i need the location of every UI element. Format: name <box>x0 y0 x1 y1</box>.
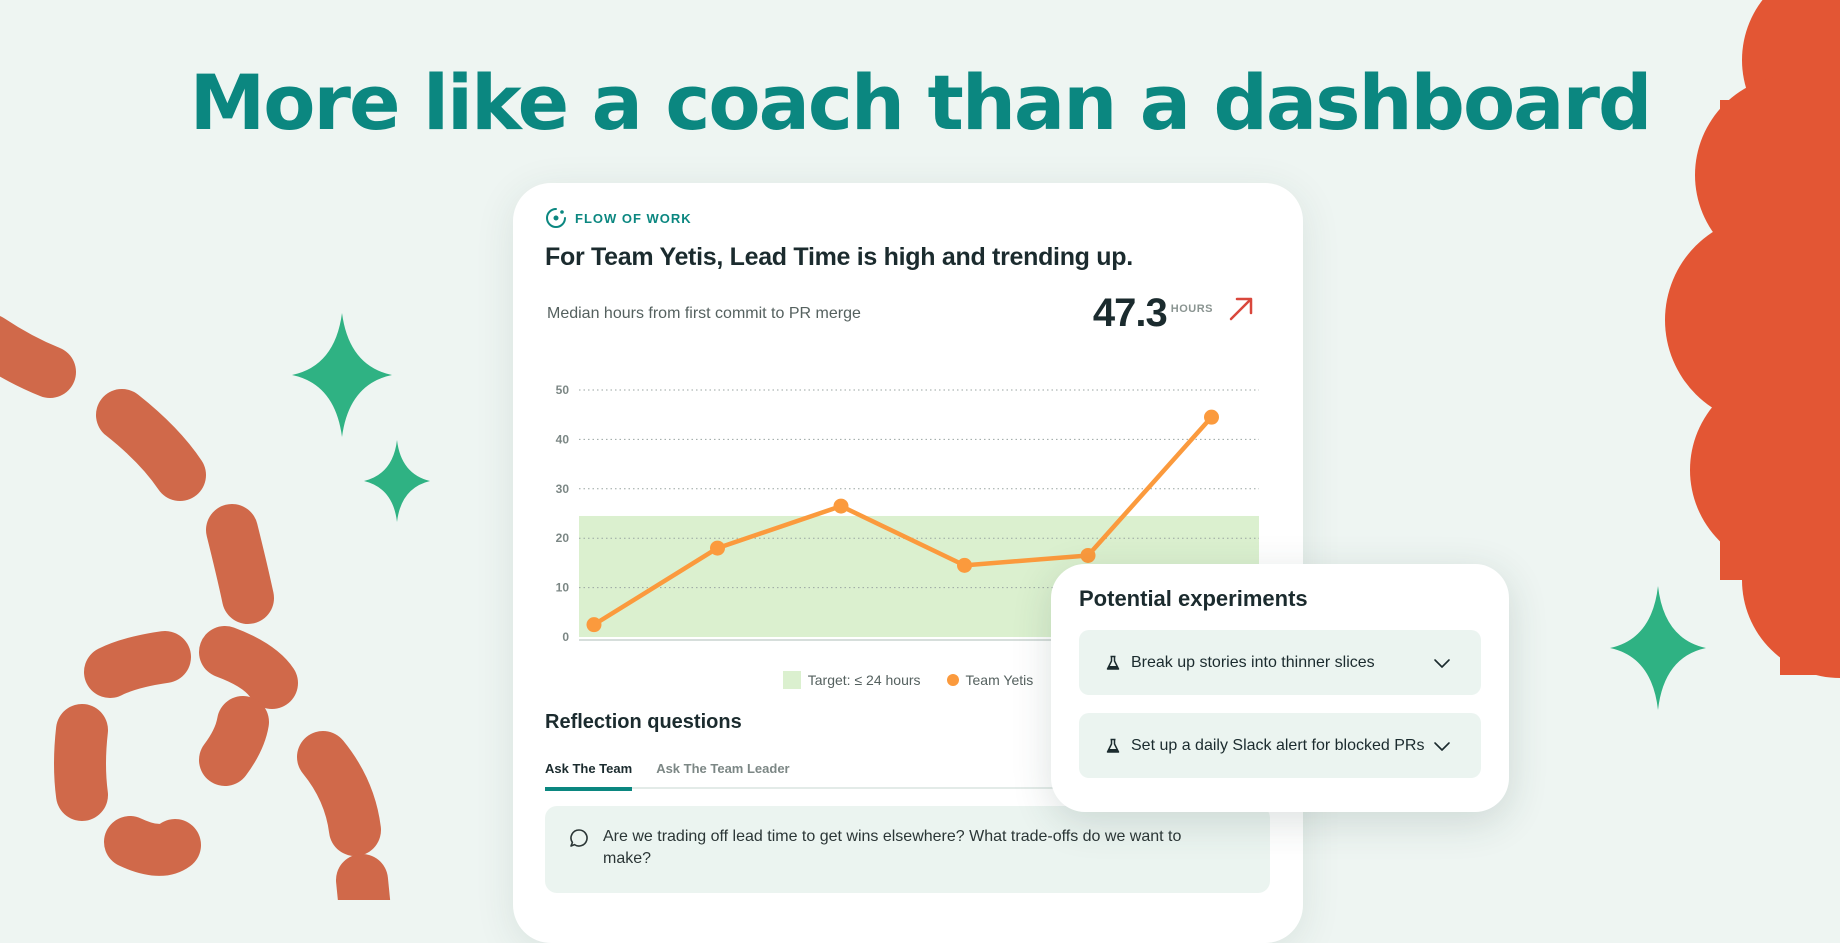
speech-bubble-icon <box>570 829 588 847</box>
legend-item-target: Target: ≤ 24 hours <box>782 671 921 689</box>
sparkle-icon <box>292 313 1706 710</box>
data-point <box>957 557 972 573</box>
insight-card: FLOW OF WORK For Team Yetis, Lead Time i… <box>513 183 1303 943</box>
flask-icon <box>1106 655 1120 670</box>
y-tick-label: 30 <box>556 482 570 496</box>
data-point <box>1204 409 1219 425</box>
y-tick-label: 0 <box>562 630 569 644</box>
data-point <box>833 498 849 514</box>
legend-swatch-team <box>946 674 959 686</box>
reflection-question: Are we trading off lead time to get wins… <box>545 806 1270 893</box>
reflection-tabs: Ask The Team Ask The Team Leader <box>545 759 1272 791</box>
legend-label-team: Team Yetis <box>965 672 1034 688</box>
metric-unit: HOURS <box>1170 303 1213 315</box>
eyebrow-label: FLOW OF WORK <box>575 210 692 226</box>
tab-ask-the-team-leader[interactable]: Ask The Team Leader <box>656 761 790 776</box>
experiment-label: Break up stories into thinner slices <box>1131 653 1375 671</box>
experiments-panel: Potential experiments Break up stories i… <box>1051 564 1509 812</box>
legend-swatch-target <box>782 671 801 689</box>
legend-item-team: Team Yetis <box>946 671 1034 689</box>
arrow-up-right-icon <box>1229 297 1253 321</box>
card-title: For Team Yetis, Lead Time is high and tr… <box>545 243 1133 271</box>
y-tick-label: 10 <box>556 581 570 595</box>
y-tick-label: 50 <box>556 383 570 397</box>
chart-legend: Target: ≤ 24 hours Team Yetis <box>513 671 1303 689</box>
metric-value: 47.3 <box>1092 291 1168 335</box>
legend-label-target: Target: ≤ 24 hours <box>807 672 921 688</box>
metric-caption: Median hours from first commit to PR mer… <box>547 305 861 322</box>
tab-ask-the-team[interactable]: Ask The Team <box>545 759 633 791</box>
flow-icon <box>546 208 566 228</box>
background-decoration <box>0 0 1840 900</box>
data-point <box>710 540 725 556</box>
experiment-label: Set up a daily Slack alert for blocked P… <box>1131 736 1425 754</box>
question-text: Are we trading off lead time to get wins… <box>603 828 1182 867</box>
experiments-title: Potential experiments <box>1079 586 1308 611</box>
flask-icon <box>1106 738 1120 753</box>
experiment-item-slack-alert[interactable]: Set up a daily Slack alert for blocked P… <box>1079 713 1481 778</box>
dashed-loop-decoration <box>0 316 391 900</box>
y-tick-label: 40 <box>556 432 570 446</box>
experiment-item-thinner-slices[interactable]: Break up stories into thinner slices <box>1079 630 1481 695</box>
data-point <box>586 617 602 633</box>
chevron-down-icon[interactable] <box>1433 654 1451 672</box>
page-headline: More like a coach than a dashboard <box>189 58 1653 147</box>
y-tick-label: 20 <box>556 531 570 545</box>
series-line <box>591 414 1214 627</box>
data-point <box>1080 547 1096 563</box>
reflection-title: Reflection questions <box>545 711 742 733</box>
card-eyebrow: FLOW OF WORK <box>545 207 692 229</box>
orange-cloud-shape <box>1665 0 1840 678</box>
chevron-down-icon[interactable] <box>1433 737 1451 755</box>
metric-readout: 47.3 HOURS <box>1093 293 1255 333</box>
